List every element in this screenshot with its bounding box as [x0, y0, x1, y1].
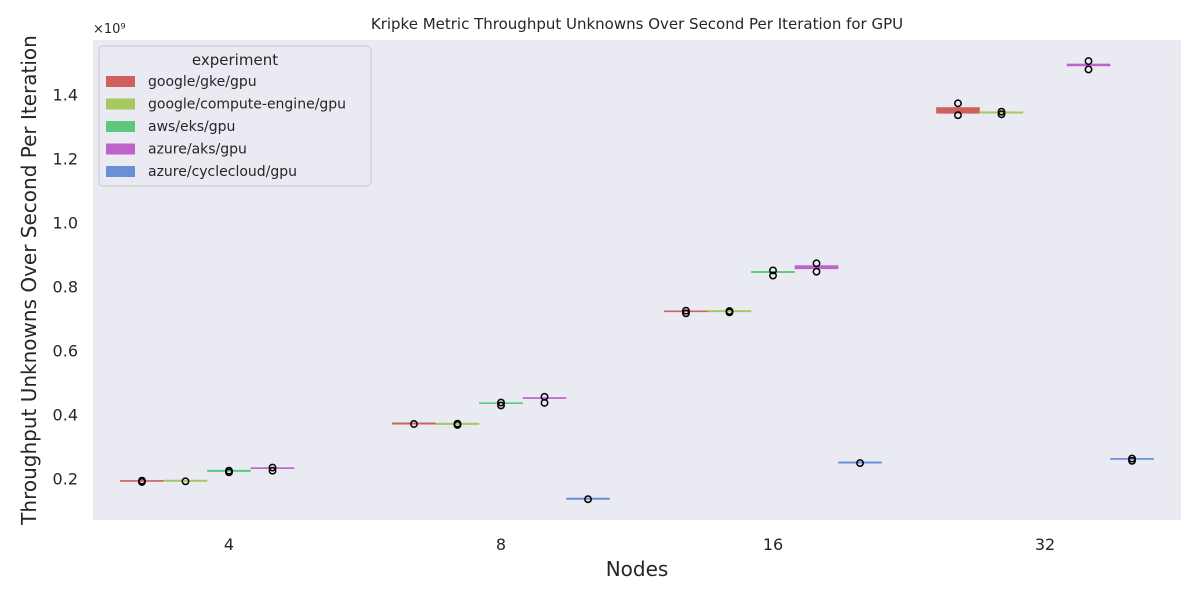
legend-label: aws/eks/gpu — [148, 119, 235, 135]
outlier-point — [954, 111, 962, 120]
outlier-point — [682, 306, 690, 315]
box-google-compute-engine-gpu-8 — [435, 422, 480, 425]
outlier-point — [954, 99, 962, 108]
box-azure-cyclecloud-gpu-8 — [566, 497, 610, 500]
y-ticks: 0.2 0.4 0.6 0.8 1.0 1.2 1.4 — [53, 85, 78, 488]
y-tick-label: 0.4 — [53, 405, 78, 424]
outlier-point — [1084, 65, 1093, 74]
box-marks — [120, 57, 1154, 504]
outlier-point — [138, 476, 146, 485]
box-google-compute-engine-gpu-16 — [707, 310, 752, 312]
y-tick-label: 0.6 — [53, 341, 78, 360]
legend-label: google/gke/gpu — [148, 74, 257, 90]
outlier-point — [584, 495, 592, 504]
outlier-point — [812, 267, 821, 276]
outlier-point — [497, 401, 505, 410]
outlier-point — [181, 477, 190, 486]
legend-title: experiment — [192, 51, 278, 69]
legend-items: google/gke/gpu google/compute-engine/gpu a… — [106, 74, 346, 180]
outlier-point — [997, 107, 1006, 116]
outlier-point — [225, 466, 233, 475]
x-tick-label: 8 — [496, 535, 506, 554]
outlier-point — [268, 466, 277, 475]
legend-swatch — [106, 98, 135, 110]
outlier-point — [540, 392, 549, 401]
outlier-point — [497, 398, 505, 407]
legend-swatch — [106, 166, 135, 177]
outlier-point — [268, 463, 277, 472]
outlier-point — [769, 271, 777, 280]
x-ticks: 4 8 16 32 — [224, 535, 1055, 554]
outlier-point — [410, 420, 418, 428]
box-google-compute-engine-gpu-32 — [979, 111, 1024, 113]
outlier-point — [997, 110, 1006, 119]
box-aws-eks-gpu-4 — [207, 469, 251, 472]
legend-label: azure/aks/gpu — [148, 142, 247, 158]
box-google-gke-gpu-8 — [392, 422, 436, 424]
y-axis-label: Throughput Unknowns Over Second Per Iter… — [17, 35, 41, 526]
legend-label: google/compute-engine/gpu — [148, 97, 346, 113]
legend-swatch — [106, 143, 135, 155]
outlier-point — [725, 307, 734, 315]
outlier-point — [682, 309, 690, 318]
legend-frame — [98, 45, 372, 187]
x-tick-label: 4 — [224, 535, 234, 554]
y-tick-label: 0.2 — [53, 469, 78, 488]
x-tick-label: 32 — [1035, 535, 1055, 554]
x-axis-label: Nodes — [606, 557, 669, 581]
outlier-point — [856, 459, 864, 467]
box-azure-cyclecloud-gpu-16 — [838, 461, 882, 464]
y-offset-label: ×10⁹ — [93, 22, 126, 37]
y-tick-label: 0.8 — [53, 277, 78, 296]
legend-swatch — [106, 76, 135, 87]
outlier-point — [812, 259, 821, 268]
outlier-point — [453, 419, 462, 428]
chart-title: Kripke Metric Throughput Unknowns Over S… — [371, 15, 903, 33]
outlier-point — [1084, 57, 1093, 66]
x-tick-label: 16 — [763, 535, 783, 554]
legend-swatch — [106, 121, 135, 132]
outlier-point — [769, 266, 777, 275]
box-google-compute-engine-gpu-4 — [163, 479, 208, 482]
y-tick-label: 1.4 — [53, 85, 78, 104]
legend-label: azure/cyclecloud/gpu — [148, 164, 297, 180]
y-tick-label: 1.2 — [53, 149, 78, 168]
y-tick-label: 1.0 — [53, 213, 78, 232]
outlier-point — [1128, 454, 1136, 463]
legend: experiment google/gke/gpu google/compute-… — [98, 45, 372, 187]
